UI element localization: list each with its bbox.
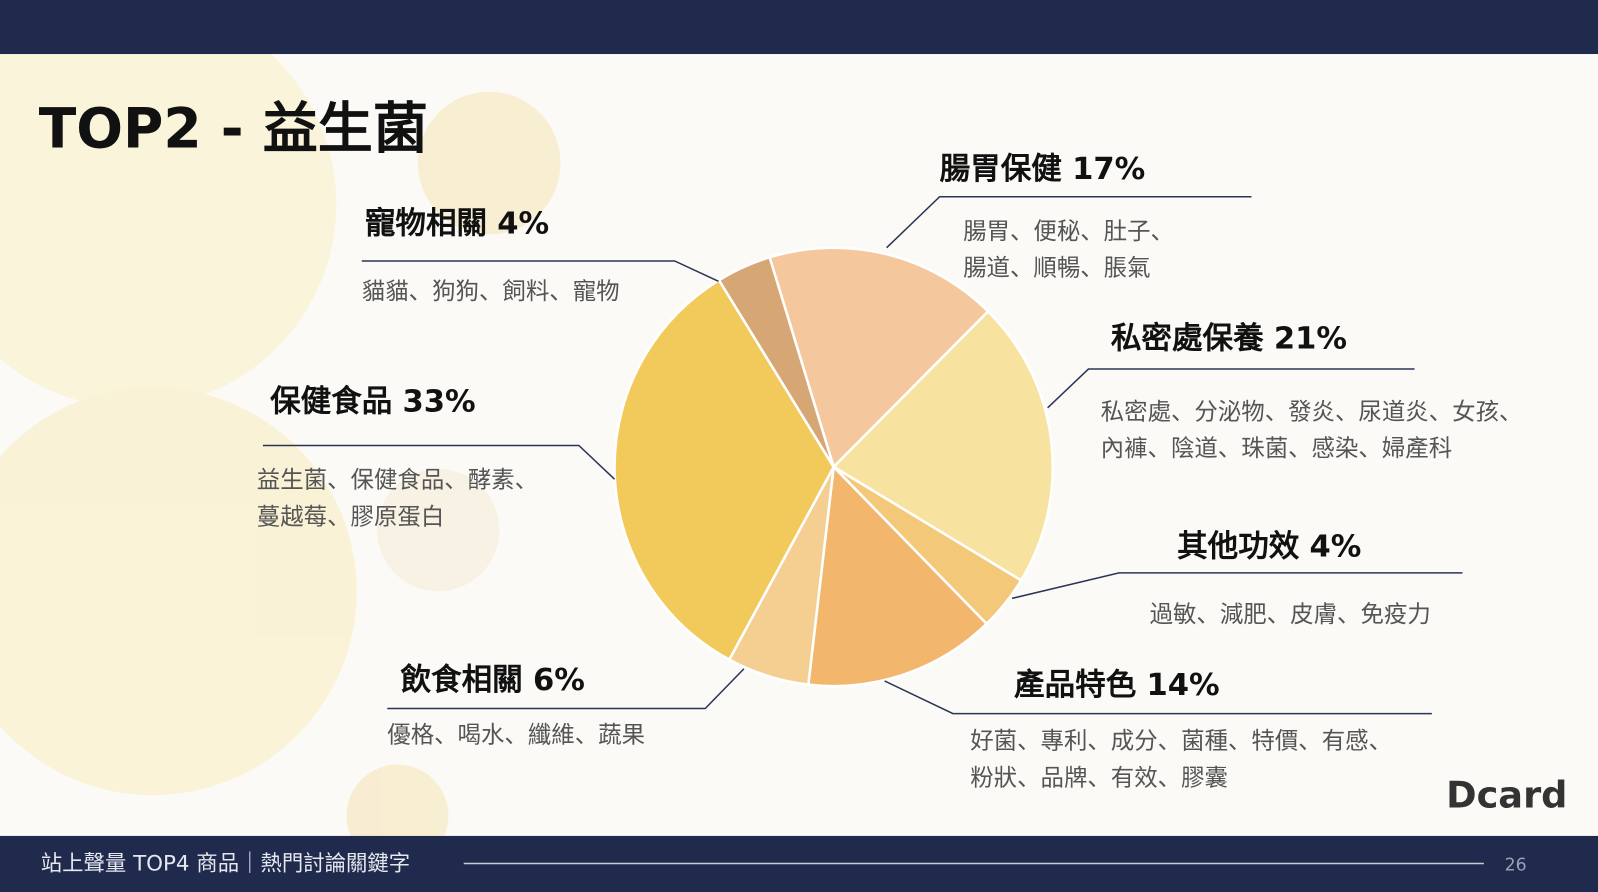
keywords: 貓貓、狗狗、飼料、寵物 xyxy=(362,277,620,305)
leader-line xyxy=(1011,572,1463,600)
slice-label: 產品特色 14% xyxy=(1014,667,1220,703)
keywords: 腸胃、便秘、肚子、 xyxy=(963,217,1174,245)
pie-slice xyxy=(613,278,836,662)
slide-title: TOP2 - 益生菌 xyxy=(39,97,428,161)
value-label: 21% xyxy=(1274,321,1347,356)
category-name: 寵物相關 xyxy=(365,205,487,241)
value-label: 17% xyxy=(1072,152,1145,187)
value-label: 4% xyxy=(1310,529,1362,564)
leader-line xyxy=(387,668,745,710)
leader-line xyxy=(886,195,1252,249)
slice-label: 保健食品 33% xyxy=(270,383,476,419)
pie-slice xyxy=(767,246,990,470)
category-name: 腸胃保健 xyxy=(940,152,1063,187)
keywords: 好菌、專利、成分、菌種、特價、有感、 xyxy=(970,727,1392,755)
category-name: 飲食相關 xyxy=(401,661,523,697)
slice-label: 飲食相關 6% xyxy=(401,661,585,697)
logo: Dcard xyxy=(1446,774,1567,817)
keywords: 粉狀、品牌、有效、膠囊 xyxy=(970,763,1228,791)
header-bar xyxy=(0,0,1598,55)
category-name: 私密處保養 xyxy=(1111,320,1264,356)
page-number: 26 xyxy=(1505,855,1527,875)
keywords: 私密處、分泌物、發炎、尿道炎、女孩、 xyxy=(1101,397,1523,425)
category-name: 其他功效 xyxy=(1177,529,1300,564)
value-label: 33% xyxy=(402,384,475,419)
value-label: 6% xyxy=(533,662,585,697)
category-name: 保健食品 xyxy=(270,383,392,419)
keywords: 益生菌、保健食品、酵素、 xyxy=(257,466,538,494)
slice-label: 其他功效 4% xyxy=(1177,529,1361,564)
keywords: 優格、喝水、纖維、蔬果 xyxy=(387,721,645,749)
leader-line xyxy=(262,444,616,480)
keywords: 過敏、減肥、皮膚、免疫力 xyxy=(1150,600,1431,628)
value-label: 14% xyxy=(1146,668,1219,703)
pie-slice xyxy=(831,309,1055,583)
slice-label: 私密處保養 21% xyxy=(1111,320,1347,356)
keywords: 內褲、陰道、珠菌、感染、婦產科 xyxy=(1101,434,1453,462)
slice-label: 寵物相關 4% xyxy=(365,205,549,241)
value-label: 4% xyxy=(497,206,549,241)
leader-line xyxy=(884,680,1432,715)
leader-line xyxy=(1047,368,1415,409)
leader-line xyxy=(361,260,719,283)
keywords: 蔓越莓、膠原蛋白 xyxy=(257,502,444,530)
keywords: 腸道、順暢、脹氣 xyxy=(963,254,1150,282)
category-name: 產品特色 xyxy=(1014,667,1136,703)
pie-slice xyxy=(717,255,835,468)
footer-text: 站上聲量 TOP4 商品｜熱門討論關鍵字 xyxy=(41,851,410,876)
pie-slice xyxy=(806,464,989,688)
slice-label: 腸胃保健 17% xyxy=(940,152,1146,187)
